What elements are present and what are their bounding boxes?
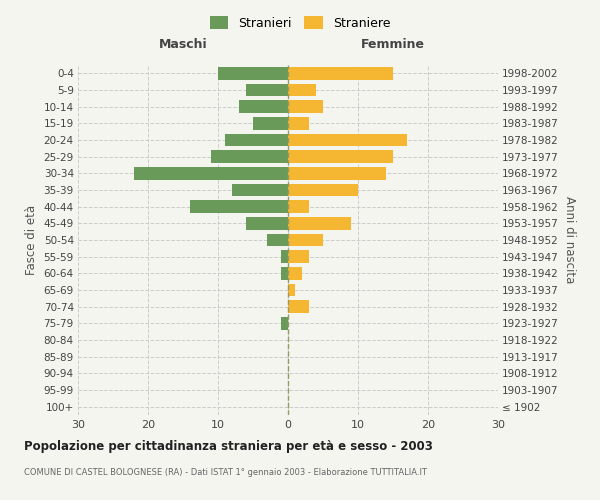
Y-axis label: Anni di nascita: Anni di nascita	[563, 196, 575, 284]
Bar	[288, 217, 351, 230]
Bar	[225, 134, 288, 146]
Bar	[288, 134, 407, 146]
Bar	[211, 150, 288, 163]
Text: COMUNE DI CASTEL BOLOGNESE (RA) - Dati ISTAT 1° gennaio 2003 - Elaborazione TUTT: COMUNE DI CASTEL BOLOGNESE (RA) - Dati I…	[24, 468, 427, 477]
Bar	[253, 117, 288, 130]
Bar	[288, 167, 386, 179]
Bar	[288, 67, 393, 80]
Text: Femmine: Femmine	[361, 38, 425, 51]
Bar	[288, 284, 295, 296]
Bar	[281, 250, 288, 263]
Bar	[288, 234, 323, 246]
Legend: Stranieri, Straniere: Stranieri, Straniere	[205, 11, 395, 35]
Bar	[239, 100, 288, 113]
Bar	[288, 84, 316, 96]
Bar	[288, 300, 309, 313]
Bar	[288, 184, 358, 196]
Bar	[288, 200, 309, 213]
Bar	[267, 234, 288, 246]
Bar	[288, 250, 309, 263]
Bar	[288, 267, 302, 280]
Y-axis label: Fasce di età: Fasce di età	[25, 205, 38, 275]
Text: Maschi: Maschi	[158, 38, 208, 51]
Bar	[288, 117, 309, 130]
Bar	[218, 67, 288, 80]
Bar	[134, 167, 288, 179]
Bar	[232, 184, 288, 196]
Bar	[281, 317, 288, 330]
Bar	[246, 84, 288, 96]
Bar	[190, 200, 288, 213]
Bar	[281, 267, 288, 280]
Bar	[246, 217, 288, 230]
Bar	[288, 100, 323, 113]
Text: Popolazione per cittadinanza straniera per età e sesso - 2003: Popolazione per cittadinanza straniera p…	[24, 440, 433, 453]
Bar	[288, 150, 393, 163]
